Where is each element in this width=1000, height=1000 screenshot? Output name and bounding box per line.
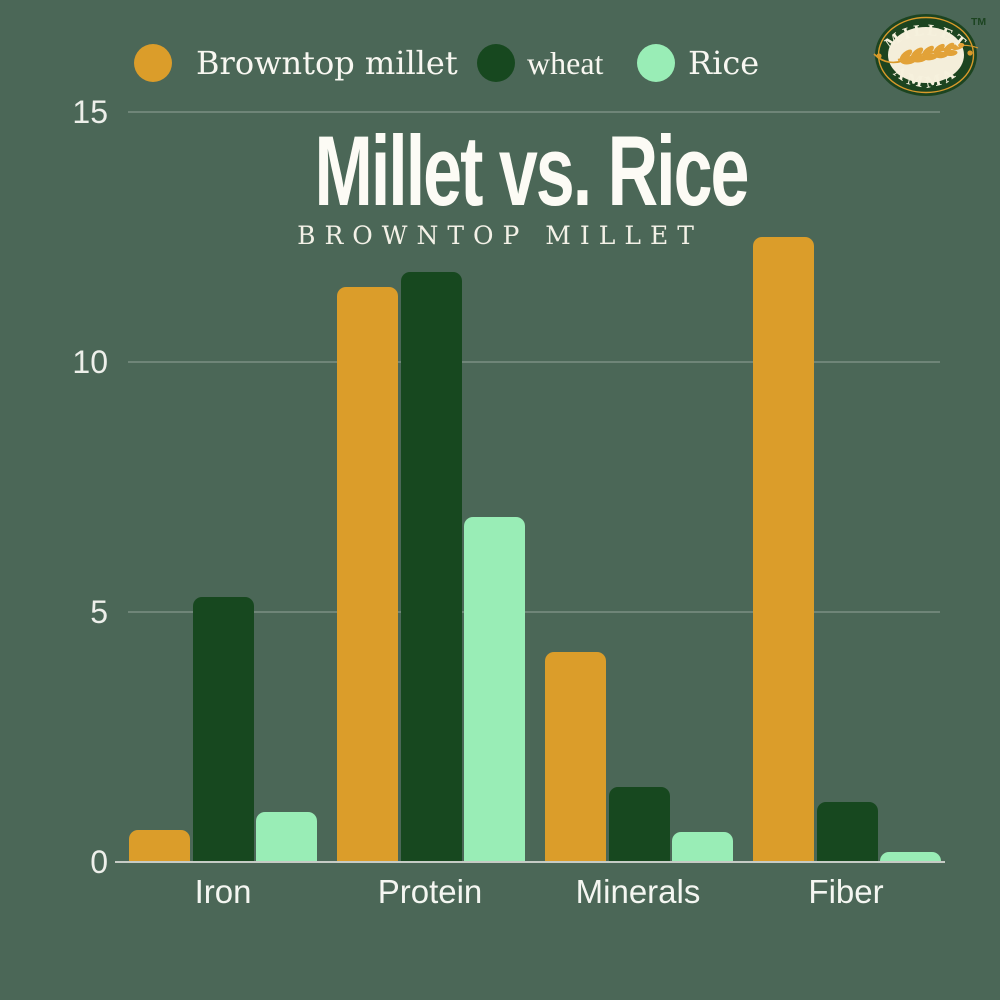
- bar-protein-wheat: [400, 272, 462, 862]
- bar-minerals-wheat: [608, 787, 670, 862]
- y-axis-tick-0: 0: [90, 844, 108, 880]
- trademark-symbol: TM: [971, 16, 986, 28]
- bar-iron-rice: [256, 812, 317, 862]
- bar-fiber-rice: [880, 852, 941, 862]
- bar-minerals-rice: [672, 832, 733, 862]
- gridline-5: [128, 611, 940, 613]
- page-title: Millet vs. Rice: [314, 115, 750, 227]
- y-axis-tick-15: 15: [72, 94, 108, 130]
- page-subtitle: BROWNTOP MILLET: [297, 221, 703, 250]
- legend-label-wheat: wheat: [527, 45, 604, 81]
- bar-protein-rice: [464, 517, 525, 862]
- bar-iron-browntop-millet: [129, 829, 190, 862]
- bar-fiber-wheat: [816, 802, 878, 862]
- y-axis-tick-5: 5: [90, 594, 108, 630]
- gridline-15: [128, 111, 940, 113]
- bar-protein-browntop-millet: [337, 287, 398, 862]
- legend-dot-browntop-millet: [134, 44, 172, 82]
- legend-label-rice: Rice: [688, 44, 760, 82]
- legend-dot-wheat: [477, 44, 515, 82]
- legend-dot-rice: [637, 44, 675, 82]
- x-axis-label-iron: Iron: [194, 873, 252, 910]
- gridline-10: [128, 361, 940, 363]
- x-axis-label-protein: Protein: [377, 873, 483, 910]
- y-axis-tick-10: 10: [72, 344, 108, 380]
- bar-fiber-browntop-millet: [753, 237, 814, 862]
- bar-minerals-browntop-millet: [545, 652, 606, 862]
- x-axis-label-fiber: Fiber: [808, 873, 884, 910]
- bar-iron-wheat: [192, 597, 254, 862]
- legend-label-browntop-millet: Browntop millet: [196, 44, 458, 82]
- x-axis-line: [115, 860, 945, 863]
- x-axis-label-minerals: Minerals: [575, 873, 701, 910]
- millet-amma-logo: MILLET AMMA TM: [873, 14, 986, 96]
- wheat-spike-icon: [873, 42, 979, 65]
